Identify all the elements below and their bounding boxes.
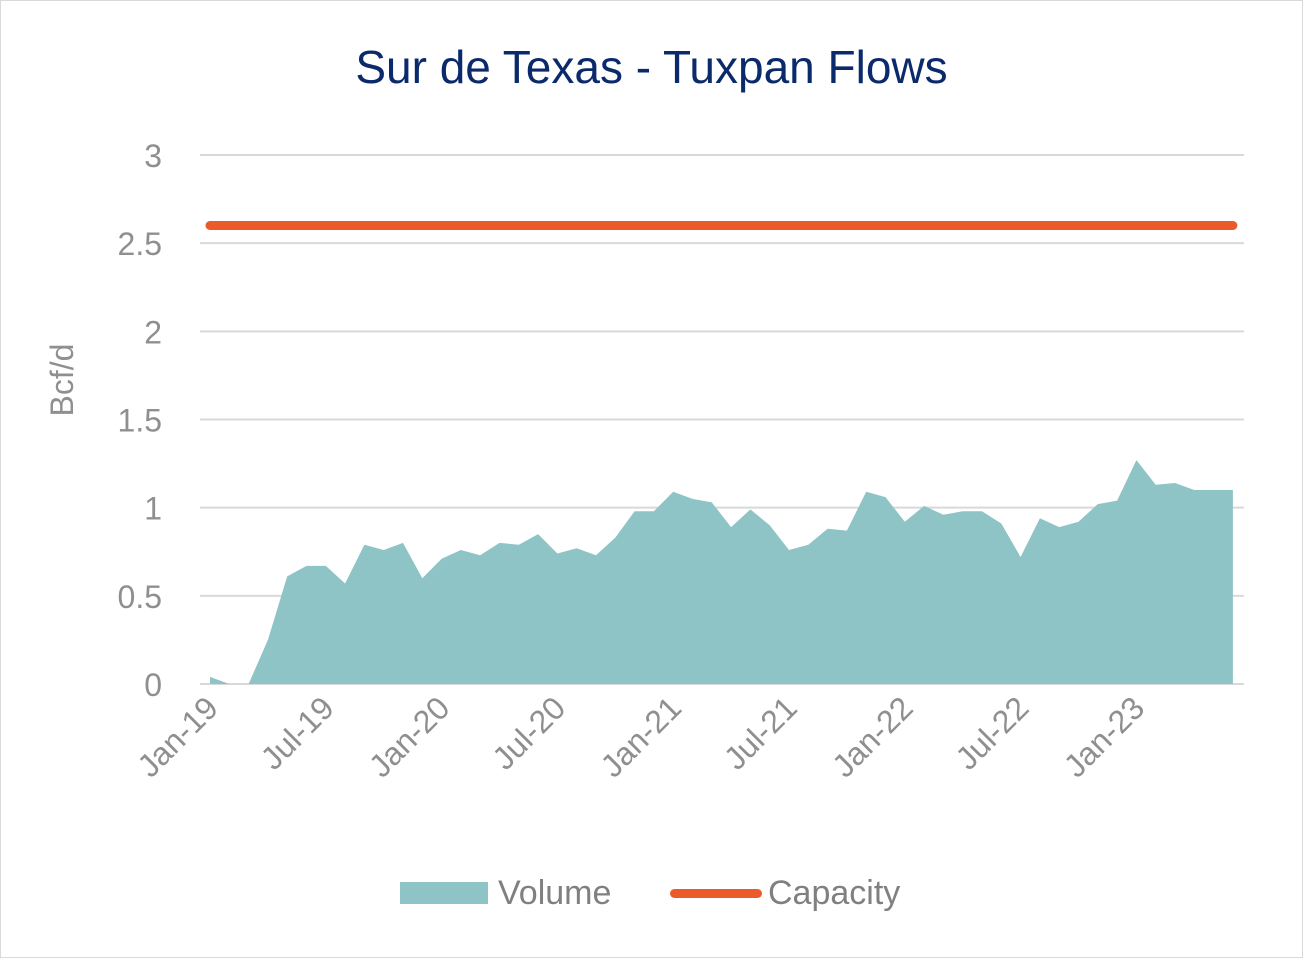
y-axis-title: Bcf/d [44,344,80,417]
chart-title: Sur de Texas - Tuxpan Flows [355,41,948,93]
volume-area-layer [210,460,1233,684]
volume-area [210,460,1233,684]
legend-item-capacity: Capacity [670,868,900,918]
y-tick-label: 1 [144,491,162,527]
x-tick-label: Jan-23 [1057,689,1152,784]
y-tick-label: 3 [144,138,162,174]
legend-swatch-volume [400,882,488,904]
legend-label-capacity: Capacity [768,873,901,912]
y-axis-ticks: 0 0.5 1 1.5 2 2.5 3 [118,138,162,703]
x-tick-label: Jul-20 [485,689,572,776]
legend: Volume Capacity [0,868,1303,918]
y-tick-label: 2.5 [118,226,162,262]
x-tick-label: Jan-22 [825,689,920,784]
y-tick-label: 1.5 [118,403,162,439]
y-tick-label: 2 [144,314,162,350]
legend-swatch-capacity [670,888,762,898]
legend-item-volume: Volume [400,868,611,918]
x-axis-ticks: Jan-19 Jul-19 Jan-20 Jul-20 Jan-21 Jul-21 Jan-… [130,689,1151,784]
x-tick-label: Jan-19 [130,689,225,784]
x-tick-label: Jan-20 [362,689,457,784]
x-tick-label: Jul-22 [948,689,1035,776]
x-tick-label: Jan-21 [594,689,689,784]
y-tick-label: 0 [144,667,162,703]
x-tick-label: Jul-19 [254,689,341,776]
legend-label-volume: Volume [498,873,612,912]
y-tick-label: 0.5 [118,579,162,615]
x-tick-label: Jul-21 [717,689,804,776]
